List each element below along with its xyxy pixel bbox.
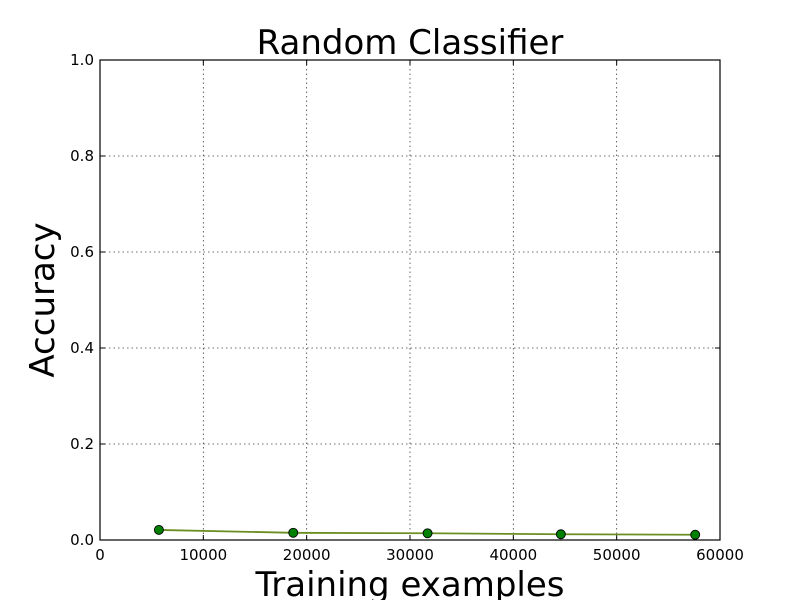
data-point	[690, 529, 701, 540]
data-point	[555, 529, 566, 540]
x-tick-label: 40000	[489, 546, 537, 564]
x-tick-label: 20000	[283, 546, 331, 564]
grid-lines	[100, 60, 720, 540]
y-tick-label: 0.4	[70, 339, 94, 357]
data-point	[153, 524, 164, 535]
x-tick-label: 0	[95, 546, 105, 564]
x-tick-label: 10000	[179, 546, 227, 564]
x-tick-label: 50000	[593, 546, 641, 564]
y-tick-label: 1.0	[70, 51, 94, 69]
y-axis-label: Accuracy	[23, 222, 63, 377]
y-tick-label: 0.8	[70, 147, 94, 165]
chart-title: Random Classifier	[257, 23, 564, 63]
data-point	[422, 528, 433, 539]
x-tick-label: 60000	[696, 546, 744, 564]
x-tick-label: 30000	[386, 546, 434, 564]
y-tick-label: 0.0	[70, 531, 94, 549]
series-layer	[153, 524, 701, 540]
x-axis-label: Training examples	[254, 565, 564, 600]
axis-ticks: 0 10000 20000 30000 40000 50000 60000 0.0 0.2 0.4…	[70, 51, 744, 564]
y-tick-label: 0.2	[70, 435, 94, 453]
y-tick-label: 0.6	[70, 243, 94, 261]
data-point	[288, 527, 299, 538]
